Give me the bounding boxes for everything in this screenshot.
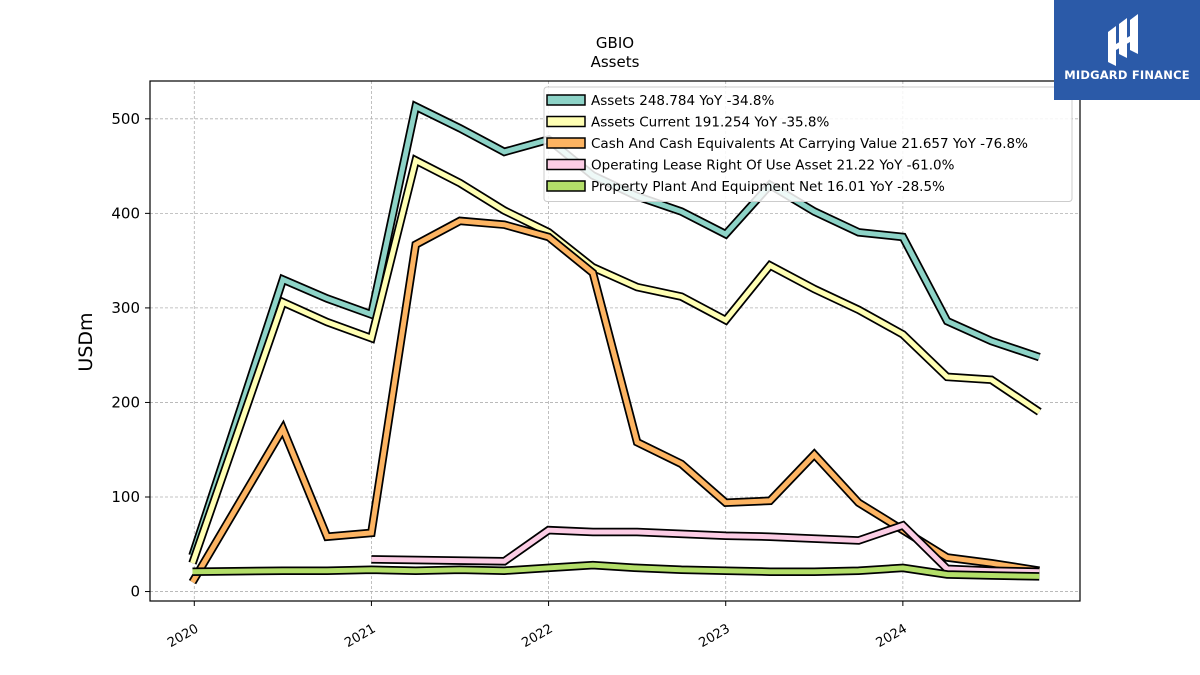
x-tick-label: 2021 [342, 621, 378, 651]
legend-swatch [546, 94, 586, 106]
y-tick-label: 100 [111, 488, 140, 506]
x-tick-label: 2022 [519, 621, 555, 651]
y-tick-label: 400 [111, 204, 140, 222]
y-tick-label: 200 [111, 393, 140, 411]
legend-swatch [546, 180, 586, 192]
legend-swatch [546, 158, 586, 171]
x-tick-label: 2020 [165, 621, 201, 651]
legend: Assets 248.784 YoY -34.8% Assets Current … [543, 86, 1073, 202]
chart-title: GBIO [596, 34, 634, 52]
series-line [371, 522, 1040, 575]
series-3 [371, 520, 1040, 576]
legend-swatch [546, 137, 586, 149]
series-1 [188, 154, 1042, 565]
plot-area-frame [149, 80, 1081, 602]
legend-box [543, 86, 1073, 202]
midgard-logo-icon [1108, 14, 1138, 66]
legend-label: Property Plant And Equipment Net 16.01 Y… [591, 179, 945, 195]
series-line [192, 562, 1040, 579]
y-tick-label: 0 [130, 583, 140, 601]
y-tick-label: 300 [111, 299, 140, 317]
legend-swatch [546, 115, 586, 128]
axes: 0 100 200 300 400 500 2020 2021 2022 2023 2024 [111, 110, 909, 651]
chart-title-group: GBIO Assets [591, 34, 640, 71]
legend-label: Assets 248.784 YoY -34.8% [591, 93, 775, 109]
x-tick-label: 2024 [874, 621, 910, 651]
brand-logo: MIDGARD FINANCE [1054, 0, 1200, 100]
chart-subtitle: Assets [591, 53, 640, 71]
legend-label: Assets Current 191.254 YoY -35.8% [591, 115, 830, 131]
series-4 [192, 560, 1040, 581]
series-line [190, 156, 1041, 565]
y-axis-label: USDm [75, 312, 97, 371]
legend-label: Operating Lease Right Of Use Asset 21.22… [591, 158, 955, 174]
x-tick-label: 2023 [697, 621, 733, 651]
y-tick-label: 500 [111, 110, 140, 128]
legend-label: Cash And Cash Equivalents At Carrying Va… [591, 136, 1028, 152]
brand-name: MIDGARD FINANCE [1064, 68, 1190, 82]
